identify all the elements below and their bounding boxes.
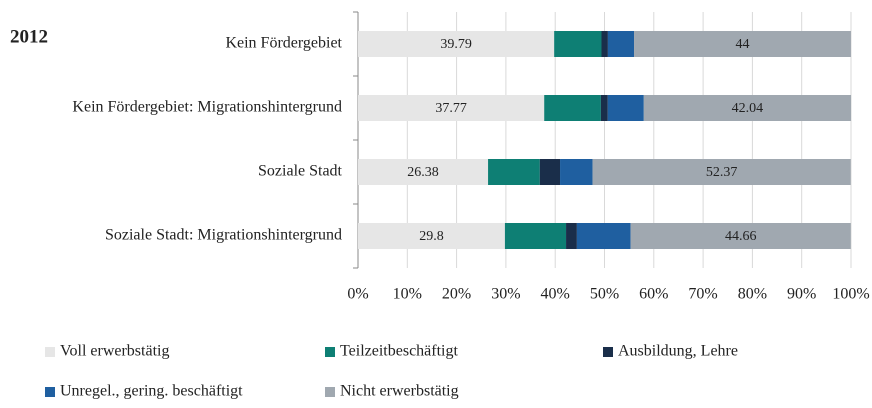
chart-title: 2012 (10, 26, 48, 47)
value-label: 29.8 (419, 229, 444, 244)
bar-segment (358, 31, 555, 57)
x-tick-label: 70% (688, 286, 717, 303)
bar-segment (504, 223, 567, 249)
value-label: 44 (735, 37, 749, 52)
legend-swatch (325, 387, 335, 397)
x-tick-label: 50% (590, 286, 619, 303)
bar-segment (566, 223, 577, 249)
legend-swatch (325, 347, 335, 357)
legend-label: Nicht erwerbstätig (340, 383, 459, 400)
x-tick-label: 60% (639, 286, 668, 303)
x-tick-label: 10% (393, 286, 422, 303)
y-tick-label: Soziale Stadt: Migrationshintergrund (105, 227, 342, 244)
bar-segment (358, 223, 505, 249)
bar-segment (634, 31, 851, 57)
bar-segment (560, 159, 593, 185)
bar-segment (358, 95, 545, 121)
value-label: 52.37 (706, 165, 738, 180)
bar-segment (600, 95, 608, 121)
y-tick-label: Soziale Stadt (258, 163, 343, 180)
legend-swatch (603, 347, 613, 357)
value-label: 37.77 (435, 101, 467, 116)
bar-segment (576, 223, 631, 249)
bar-segment (539, 159, 561, 185)
bar-segment (592, 159, 851, 185)
x-tick-label: 40% (541, 286, 570, 303)
value-label: 39.79 (440, 37, 472, 52)
legend-swatch (45, 387, 55, 397)
bar-segment (630, 223, 851, 249)
value-label: 26.38 (407, 165, 439, 180)
x-tick-label: 100% (832, 286, 869, 303)
value-label: 44.66 (725, 229, 757, 244)
legend-label: Unregel., gering. beschäftigt (60, 383, 243, 400)
bar-segment (358, 159, 489, 185)
x-tick-label: 0% (347, 286, 368, 303)
bar-segment (643, 95, 852, 121)
x-tick-label: 30% (491, 286, 520, 303)
bar-segment (607, 31, 635, 57)
bar-segment (607, 95, 644, 121)
x-tick-label: 80% (738, 286, 767, 303)
y-tick-label: Kein Fördergebiet: Migrationshintergrund (72, 99, 342, 116)
bar-segment (544, 95, 601, 121)
bar-segment (601, 31, 608, 57)
x-tick-label: 20% (442, 286, 471, 303)
legend-label: Voll erwerbstätig (60, 343, 169, 360)
bar-segment (554, 31, 602, 57)
bar-segment (488, 159, 540, 185)
x-tick-label: 90% (787, 286, 816, 303)
legend-label: Teilzeitbeschäftigt (340, 343, 458, 360)
legend-swatch (45, 347, 55, 357)
legend-label: Ausbildung, Lehre (618, 343, 738, 360)
y-tick-label: Kein Fördergebiet (225, 35, 342, 52)
value-label: 42.04 (732, 101, 764, 116)
